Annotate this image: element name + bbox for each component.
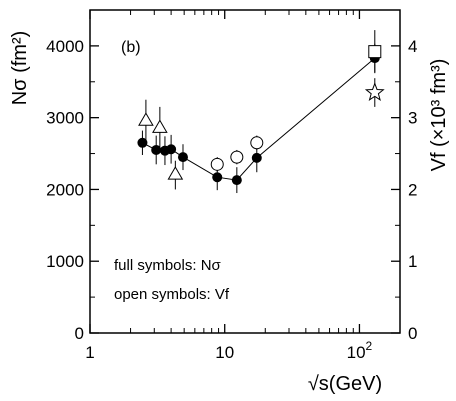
plot-frame (89, 9, 401, 334)
y-tick-label-left: 0 (75, 324, 84, 343)
y-tick-label-right: 4 (408, 37, 417, 56)
x-tick-label: 10 (215, 343, 234, 362)
data-point-open-triangle (152, 119, 168, 133)
annotation-full-symbols: full symbols: Nσ (114, 257, 222, 274)
x-tick-label: 1 (85, 343, 94, 362)
y-tick-label-left: 1000 (46, 252, 84, 271)
data-point-filled-circle (166, 144, 177, 155)
y-tick-label-left: 2000 (46, 180, 84, 199)
data-point-open-circle (210, 157, 224, 171)
y-tick-label-left: 3000 (46, 109, 84, 128)
data-point-open-circle (230, 150, 244, 164)
annotation-open-symbols: open symbols: Vf (114, 286, 230, 303)
data-point-open-star (364, 82, 385, 101)
series-layer (137, 30, 385, 194)
y-tick-label-right: 1 (408, 252, 417, 271)
data-point-filled-circle (251, 152, 262, 163)
data-point-filled-circle (137, 137, 148, 148)
x-tick-label: 102 (347, 339, 373, 362)
panel-label: (b) (121, 39, 141, 56)
y-axis-label-left: Nσ (fm²) (9, 31, 31, 106)
data-point-open-square (368, 45, 382, 59)
x-axis-label: √s(GeV) (308, 373, 382, 395)
data-point-filled-circle (151, 144, 162, 155)
y-tick-label-right: 2 (408, 180, 417, 199)
y-axis-label-right: Vf (×10³ fm³) (428, 59, 450, 172)
data-point-open-triangle (167, 166, 184, 180)
data-point-open-circle (250, 136, 264, 150)
y-tick-label-right: 0 (408, 324, 417, 343)
data-point-open-triangle (138, 112, 154, 126)
data-point-filled-circle (177, 152, 188, 163)
data-point-filled-circle (231, 175, 242, 186)
y-tick-label-right: 3 (408, 109, 417, 128)
y-tick-label-left: 4000 (46, 37, 84, 56)
data-point-filled-circle (212, 172, 223, 183)
